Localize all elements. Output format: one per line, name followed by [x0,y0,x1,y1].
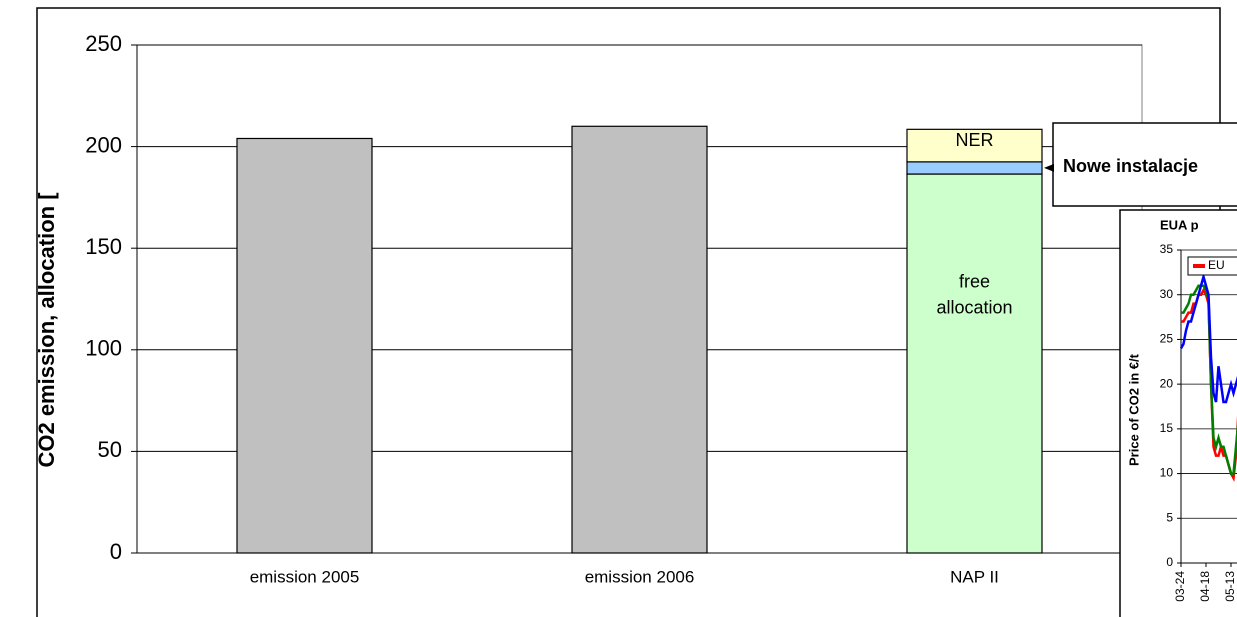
y-tick-label: 10 [1160,466,1174,480]
legend-box [1187,256,1237,276]
y-tick-label: 100 [85,336,122,361]
y-tick-label: 250 [85,31,122,56]
x-tick-label: emission 2005 [250,567,360,586]
y-tick-label: 50 [98,437,122,462]
bar-segment [236,137,373,554]
bar-segment [906,161,1043,175]
legend-label: EU [1208,258,1225,272]
x-tick-label: 03-24 [1173,571,1187,602]
line-series [1179,272,1237,404]
segment-label: free allocation [936,271,1012,317]
bar-segment [906,128,1043,163]
x-tick-label: 04-18 [1198,571,1212,602]
y-tick-label: 15 [1160,421,1174,435]
y-tick-label: 0 [1166,555,1173,569]
inset-frame [1119,209,1237,617]
y-axis-label: CO2 emission, allocation [ [34,192,59,468]
y-tick-label: 35 [1160,242,1174,256]
y-tick-label: 30 [1160,287,1174,301]
x-tick-label: emission 2006 [585,567,695,586]
y-tick-label: 200 [85,132,122,157]
y-tick-label: 20 [1160,376,1174,390]
x-tick-label: NAP II [950,567,999,586]
x-tick-label: 05-13 [1223,571,1237,602]
callout-arrowhead [1044,163,1054,172]
y-tick-label: 0 [110,539,122,564]
bar-segment [571,125,708,554]
y-tick-label: 25 [1160,332,1174,346]
inset-y-label: Price of CO2 in €/t [1126,353,1141,466]
inset-title: EUA p [1160,217,1199,232]
callout-label: Nowe instalacje [1063,156,1198,176]
bar-segment [906,173,1043,554]
segment-label: NER [955,130,993,150]
y-tick-label: 5 [1166,510,1173,524]
y-tick-label: 150 [85,234,122,259]
